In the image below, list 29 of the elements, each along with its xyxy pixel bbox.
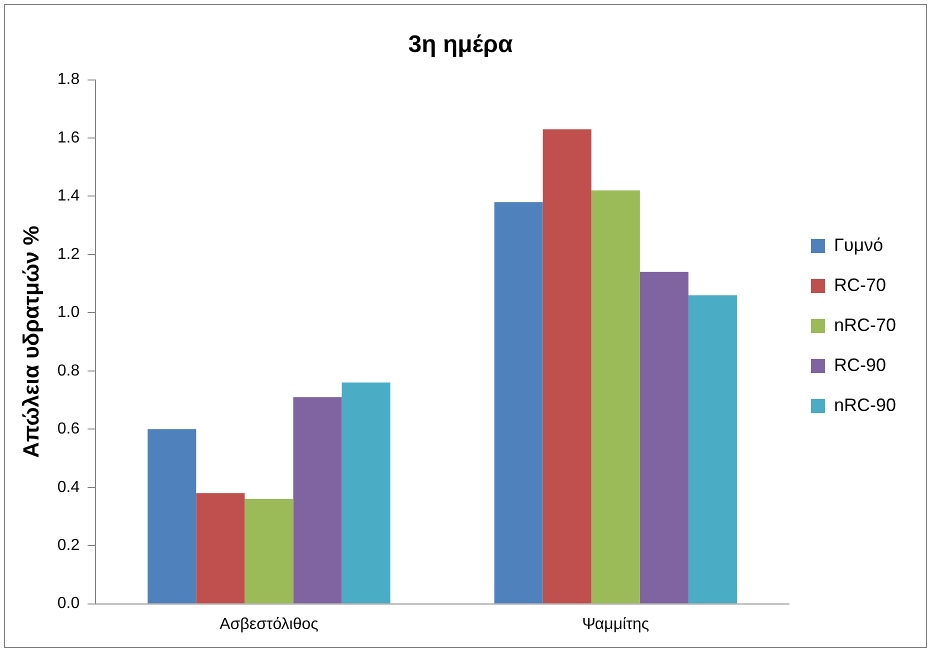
y-tick-label: 1.6 [57, 129, 80, 146]
legend-label: RC-90 [834, 354, 886, 375]
y-tick-label: 0.8 [57, 362, 80, 380]
bar [640, 272, 688, 604]
y-tick-label: 1.2 [57, 246, 80, 263]
y-tick-label: 0.4 [57, 478, 80, 496]
bar [342, 382, 390, 604]
x-tick-label: Ψαμμίτης [582, 616, 650, 633]
bar [591, 190, 640, 604]
bar [293, 397, 342, 604]
bar [542, 129, 592, 604]
y-tick-label: 0.6 [57, 420, 80, 438]
y-tick-label: 1.0 [57, 304, 80, 322]
legend-label: nRC-90 [834, 394, 896, 415]
bar [688, 295, 737, 604]
chart-title: 3η ημέρα [408, 31, 513, 58]
legend-label: Γυμνό [834, 234, 884, 255]
y-tick-label: 0.2 [57, 536, 80, 554]
bar [148, 429, 196, 604]
bar [494, 202, 543, 604]
bar [196, 493, 245, 604]
legend-label: RC-70 [834, 274, 886, 295]
y-axis-title: Απώλεια υδρατμών % [18, 226, 44, 458]
x-tick-label: Ασβεστόλιθος [220, 616, 319, 633]
y-tick-label: 1.8 [57, 71, 80, 88]
bar [244, 499, 294, 604]
y-tick-label: 0.0 [57, 595, 80, 612]
legend-label: nRC-70 [834, 314, 896, 335]
y-tick-label: 1.4 [57, 188, 80, 205]
